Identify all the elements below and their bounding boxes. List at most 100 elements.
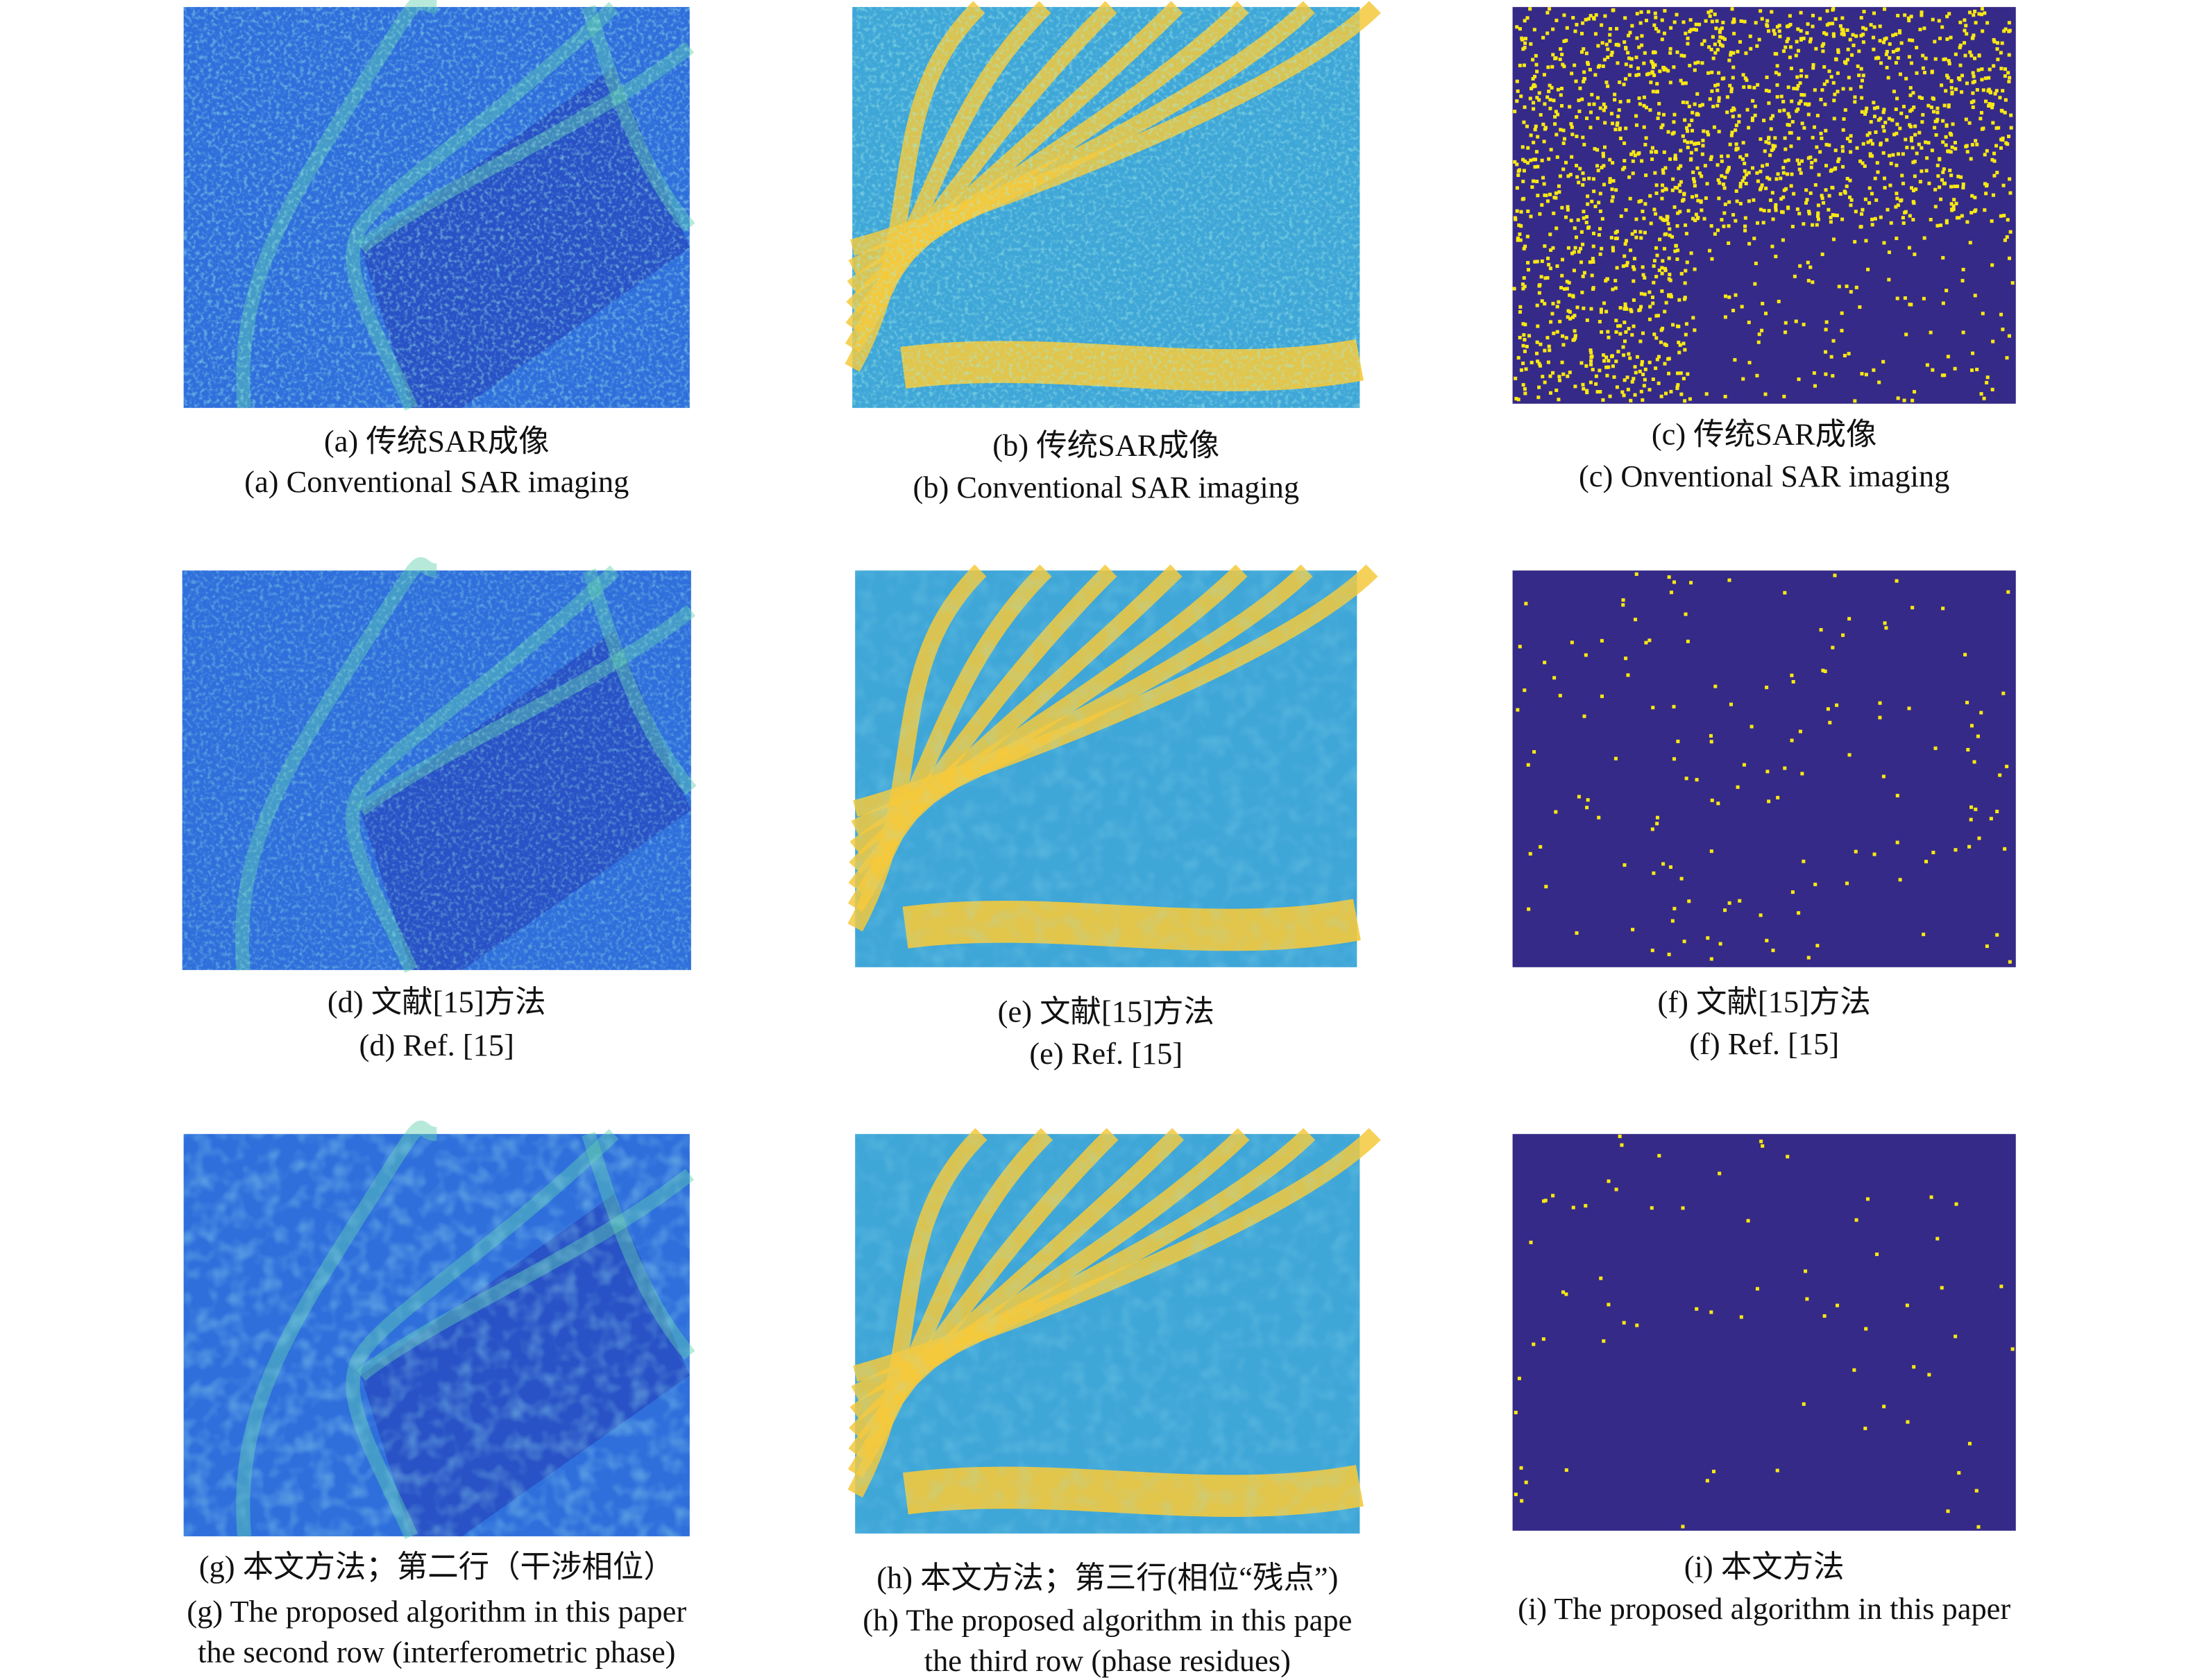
- residue-dot: [1890, 118, 1895, 122]
- residue-dot: [1538, 212, 1542, 216]
- residue-dot: [1684, 81, 1688, 85]
- residue-dot: [1787, 114, 1791, 119]
- residue-dot: [1672, 112, 1677, 117]
- residue-dot: [1531, 58, 1535, 62]
- residue-dot: [1661, 183, 1665, 187]
- residue-dot: [1710, 798, 1714, 802]
- residue-dot: [1604, 309, 1609, 314]
- residue-dot: [1904, 137, 1908, 142]
- residue-dot: [1743, 162, 1747, 166]
- residue-dot: [1581, 183, 1585, 187]
- residue-dot: [1754, 21, 1758, 25]
- residue-dot: [1581, 21, 1585, 25]
- residue-dot: [1533, 260, 1537, 264]
- residue-dot: [1589, 350, 1593, 355]
- residue-dot: [1727, 241, 1731, 245]
- residue-dot: [1522, 196, 1526, 201]
- residue-dot: [1941, 255, 1945, 260]
- residue-dot: [1862, 10, 1866, 14]
- residue-dot: [1560, 52, 1564, 57]
- residue-dot: [1661, 259, 1665, 263]
- residue-dot: [1906, 16, 1910, 20]
- residue-dot: [1954, 146, 1958, 151]
- residue-dot: [1522, 63, 1526, 67]
- residue-dot: [1960, 278, 1965, 282]
- residue-dot: [1947, 105, 1951, 109]
- residue-dot: [1783, 330, 1788, 334]
- residue-dot: [1765, 686, 1769, 690]
- residue-dot: [1873, 217, 1877, 221]
- residue-dot: [1863, 112, 1867, 116]
- residue-dot: [1675, 385, 1679, 389]
- residue-dot: [1954, 848, 1958, 852]
- residue-dot: [1908, 86, 1913, 90]
- residue-dot: [1806, 112, 1811, 117]
- residue-dot: [1829, 355, 1833, 359]
- residue-dot: [1675, 12, 1679, 17]
- residue-dot: [2001, 328, 2005, 332]
- residue-dot: [1691, 110, 1695, 114]
- residue-dot: [1929, 105, 1933, 110]
- residue-dot: [1745, 173, 1749, 177]
- residue-dot: [1591, 16, 1596, 20]
- residue-dot: [1990, 263, 1994, 267]
- residue-dot: [1991, 339, 1995, 343]
- residue-dot: [1535, 179, 1539, 183]
- residue-dot: [1534, 150, 1539, 154]
- residue-dot: [1781, 99, 1786, 103]
- residue-dot: [1628, 31, 1632, 35]
- residue-dot: [1723, 908, 1727, 913]
- residue-dot: [1990, 387, 1994, 391]
- residue-dot: [1611, 246, 1615, 250]
- residue-dot: [1602, 102, 1606, 106]
- residue-dot: [1593, 146, 1597, 151]
- residue-dot: [1545, 199, 1550, 203]
- residue-dot: [1797, 101, 1801, 105]
- residue-dot: [1695, 92, 1700, 96]
- residue-dot: [1516, 238, 1520, 242]
- residue-dot: [1657, 381, 1661, 385]
- residue-dot: [1901, 181, 1906, 185]
- residue-dot: [1693, 102, 1697, 106]
- residue-dot: [1670, 188, 1675, 192]
- residue-dot: [1765, 23, 1769, 27]
- residue-dot: [1811, 62, 1815, 67]
- residue-dot: [1910, 38, 1915, 42]
- residue-dot: [1543, 244, 1547, 248]
- residue-dot: [1579, 230, 1584, 234]
- residue-dot: [1525, 235, 1530, 239]
- residue-dot: [1962, 41, 1967, 45]
- residue-dot: [1732, 17, 1736, 22]
- residue-dot: [1591, 177, 1595, 181]
- residue-dot: [1960, 74, 1965, 78]
- residue-dot: [1826, 707, 1830, 711]
- residue-dot: [1895, 131, 1899, 135]
- residue-dot: [1664, 391, 1668, 396]
- residue-dot: [1841, 633, 1845, 637]
- residue-dot: [1557, 398, 1561, 402]
- residue-dot: [1700, 61, 1704, 65]
- residue-dot: [1998, 96, 2002, 100]
- residue-dot: [1628, 356, 1632, 360]
- residue-dot: [1863, 1426, 1867, 1430]
- residue-dot: [1579, 260, 1584, 264]
- residue-dot: [1778, 109, 1782, 113]
- residue-dot: [1595, 96, 1600, 100]
- residue-dot: [1847, 617, 1852, 621]
- residue-dot: [1620, 1143, 1624, 1147]
- residue-dot: [1759, 1139, 1763, 1144]
- image-panel: [1512, 7, 2016, 404]
- residue-dot: [1674, 244, 1678, 248]
- residue-dot: [1775, 83, 1779, 87]
- residue-dot: [1591, 244, 1595, 248]
- residue-dot: [1532, 1342, 1536, 1346]
- residue-dot: [1743, 216, 1747, 220]
- residue-dot: [1579, 50, 1584, 54]
- residue-dot: [1707, 45, 1711, 49]
- residue-dot: [1618, 306, 1622, 310]
- residue-dot: [1601, 154, 1605, 158]
- residue-dot: [1688, 397, 1692, 401]
- residue-dot: [1797, 212, 1802, 216]
- residue-dot: [1655, 253, 1659, 257]
- residue-dot: [1618, 332, 1622, 336]
